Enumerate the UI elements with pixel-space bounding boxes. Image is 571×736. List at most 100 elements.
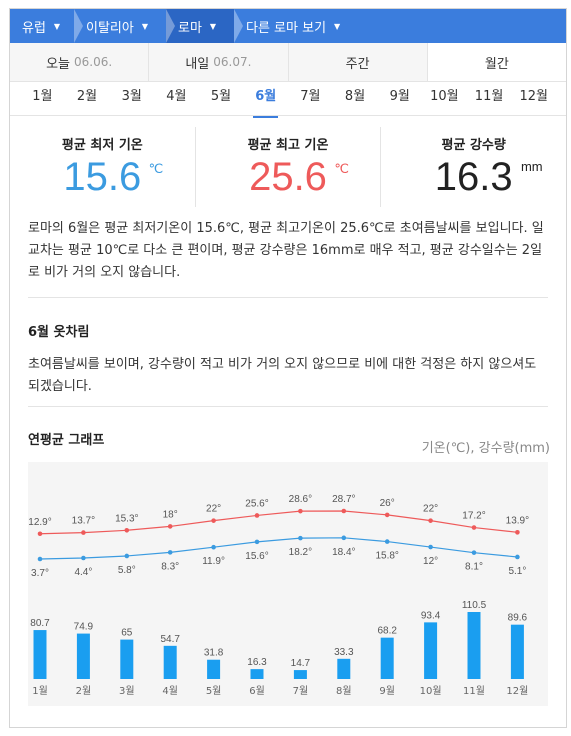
min-temp-point: [298, 535, 303, 541]
month-tab[interactable]: 11월: [474, 89, 504, 104]
x-tick-label: 1월: [32, 685, 48, 697]
month-tab[interactable]: 12월: [519, 89, 548, 104]
breadcrumb-city[interactable]: 로마 ▼: [166, 9, 243, 43]
breadcrumb-label: 다른 로마 보기: [246, 20, 327, 36]
stat-unit: ℃: [334, 161, 349, 176]
tab-date: 06.07.: [213, 55, 252, 69]
rain-bar: [510, 624, 524, 679]
month-tab[interactable]: 8월: [344, 89, 366, 104]
x-tick-label: 5월: [206, 685, 222, 697]
month-tab[interactable]: 2월: [76, 89, 98, 104]
breadcrumb-label: 유럽: [22, 20, 46, 36]
month-tab[interactable]: 5월: [210, 89, 232, 104]
max-temp-point: [515, 530, 520, 535]
month-description: 로마의 6월은 평균 최저기온이 15.6℃, 평균 최고기온이 25.6℃로 …: [28, 221, 544, 280]
rain-bar: [337, 658, 351, 679]
min-temp-point: [211, 544, 216, 550]
month-tab-selected[interactable]: 6월: [243, 82, 288, 118]
x-tick-label: 4월: [162, 685, 178, 697]
max-temp-line: [39, 510, 518, 535]
min-temp-point: [37, 556, 43, 562]
x-tick-label: 6월: [249, 685, 265, 697]
rain-value-label: 93.4: [421, 610, 441, 621]
stat-unit: mm: [520, 159, 543, 174]
month-tab[interactable]: 3월: [121, 89, 142, 104]
tab-tomorrow[interactable]: 내일 06.07.: [149, 43, 289, 81]
max-temp-label: 18°: [163, 509, 178, 520]
max-temp-point: [384, 512, 390, 518]
min-temp-point: [384, 539, 390, 544]
min-temp-label: 18.2°: [289, 547, 312, 558]
rain-bar: [207, 659, 221, 679]
rain-bar: [380, 637, 394, 679]
breadcrumb-other-cities[interactable]: 다른 로마 보기 ▼: [234, 9, 364, 43]
month-tab[interactable]: 1월: [32, 89, 53, 104]
min-temp-point: [124, 553, 130, 559]
stat-number: 15.6: [63, 155, 142, 199]
max-temp-point: [298, 508, 303, 514]
rain-value-label: 31.8: [204, 648, 224, 659]
month-tab[interactable]: 10월: [430, 89, 459, 104]
tab-monthly[interactable]: 월간: [427, 43, 566, 81]
clothing-text: 초여름날씨를 보이며, 강수량이 적고 비가 거의 오지 않으므로 비에 대한 …: [28, 357, 537, 394]
month-tab[interactable]: 7월: [300, 89, 321, 104]
max-temp-label: 17.2°: [462, 511, 485, 522]
breadcrumb-continent[interactable]: 유럽 ▼: [10, 9, 83, 43]
rain-value-label: 33.3: [334, 647, 354, 658]
tab-today[interactable]: 오늘 06.06.: [10, 43, 150, 81]
month-tab[interactable]: 9월: [389, 89, 410, 104]
min-temp-label: 8.3°: [161, 561, 179, 572]
min-temp-point: [167, 550, 173, 555]
stat-max-temp: 평균 최고 기온 25.6 ℃: [196, 127, 382, 207]
caret-down-icon: ▼: [209, 21, 217, 31]
max-temp-label: 28.6°: [289, 494, 312, 505]
min-temp-point: [515, 554, 520, 560]
max-temp-label: 26°: [380, 498, 395, 509]
month-selector: 1월 2월 3월 4월 5월 6월 7월 8월 9월 10월 11월 12월: [10, 82, 566, 118]
divider: [28, 297, 548, 298]
tab-label: 월간: [484, 56, 509, 72]
x-tick-label: 7월: [293, 685, 309, 697]
rain-value-label: 110.5: [462, 600, 487, 611]
month-tab[interactable]: 4월: [166, 89, 187, 104]
min-temp-point: [428, 544, 433, 550]
rain-bar: [293, 670, 307, 679]
stat-number: 25.6: [249, 155, 327, 199]
x-tick-label: 10월: [420, 685, 442, 697]
chevron-separator-icon: [234, 9, 243, 43]
stat-value: 16.3 mm: [435, 155, 543, 200]
stat-label: 평균 최저 기온: [61, 138, 143, 153]
min-temp-label: 8.1°: [465, 562, 483, 573]
chevron-separator-icon: [74, 9, 83, 43]
max-temp-label: 28.7°: [332, 494, 355, 505]
tab-label: 내일: [185, 56, 210, 72]
tab-weekly[interactable]: 주간: [289, 43, 428, 81]
breadcrumb: 유럽 ▼ 이탈리아 ▼ 로마 ▼ 다른 로마 보기 ▼: [10, 9, 566, 43]
stat-unit: ℃: [148, 161, 164, 176]
breadcrumb-label: 이탈리아: [86, 20, 134, 36]
rain-bar: [467, 612, 481, 679]
rain-value-label: 14.7: [291, 658, 311, 669]
stat-min-temp: 평균 최저 기온 15.6 ℃: [10, 127, 196, 207]
min-temp-label: 12°: [423, 556, 438, 567]
rain-bar: [33, 630, 47, 679]
min-temp-label: 11.9°: [202, 556, 225, 567]
rain-bar: [163, 645, 177, 679]
rain-value-label: 54.7: [160, 634, 180, 645]
tab-label: 주간: [345, 56, 370, 72]
min-temp-line: [39, 537, 518, 560]
min-temp-point: [341, 535, 347, 541]
x-tick-label: 8월: [336, 685, 352, 697]
breadcrumb-label: 로마: [178, 20, 202, 36]
x-tick-label: 12월: [506, 685, 528, 697]
stat-rainfall: 평균 강수량 16.3 mm: [381, 127, 566, 207]
breadcrumb-country[interactable]: 이탈리아 ▼: [74, 9, 175, 43]
min-temp-label: 3.7°: [31, 568, 49, 579]
caret-down-icon: ▼: [334, 21, 341, 31]
x-tick-label: 3월: [119, 685, 135, 697]
monthly-stats: 평균 최저 기온 15.6 ℃ 평균 최고 기온 25.6 ℃ 평균 강수량 16.…: [10, 127, 566, 207]
max-temp-label: 13.7°: [72, 516, 95, 527]
max-temp-label: 22°: [206, 504, 221, 515]
stat-value: 25.6 ℃: [249, 155, 349, 200]
min-temp-label: 4.4°: [74, 567, 92, 578]
